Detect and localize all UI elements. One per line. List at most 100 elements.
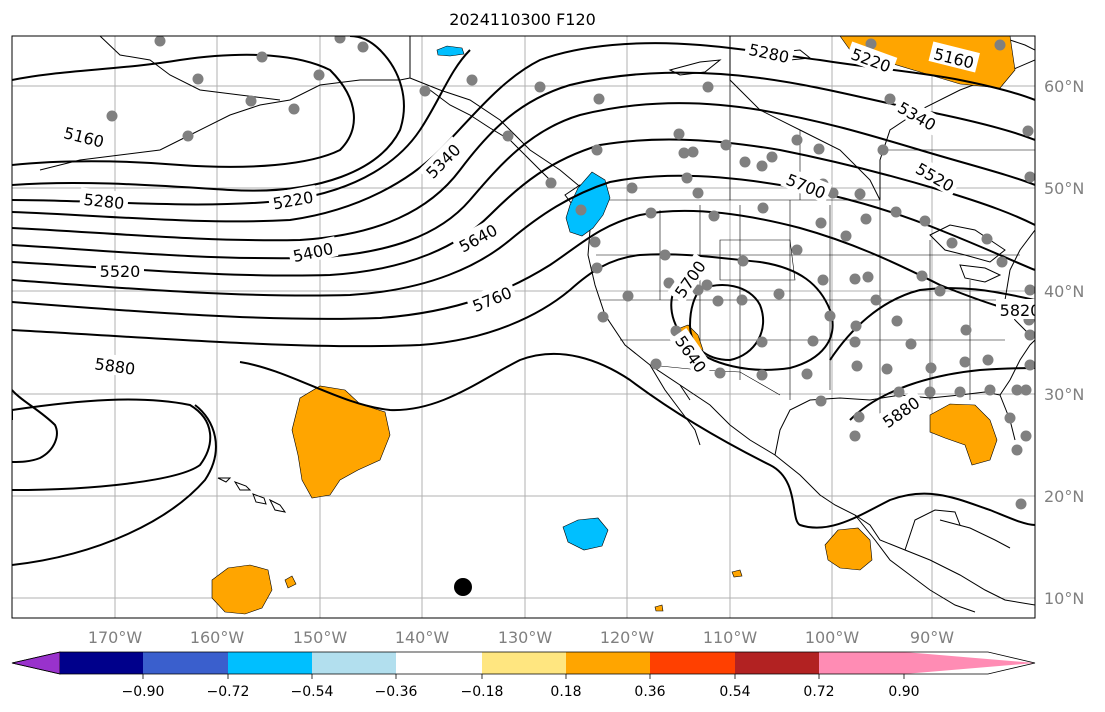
colorbar-segment (735, 652, 819, 674)
location-marker (454, 578, 472, 596)
latitude-labels: 10°N 20°N 30°N 40°N 50°N 60°N (1044, 77, 1084, 608)
station-dot (1024, 329, 1035, 341)
latitude-label: 50°N (1044, 179, 1084, 198)
station-dot (801, 368, 813, 380)
station-dot (663, 277, 675, 289)
anomaly-fills (211, 36, 1016, 615)
station-dot (687, 146, 699, 158)
station-dot (960, 324, 972, 336)
positive-anomaly-region (731, 569, 743, 578)
station-dot (736, 294, 748, 306)
station-dot (919, 215, 931, 227)
longitude-labels: 170°W 160°W 150°W 140°W 130°W 120°W 110°W 100°W… (88, 628, 954, 647)
colorbar-tick-label: 0.54 (719, 684, 750, 700)
station-dot (182, 130, 194, 142)
colorbar-segment (482, 652, 566, 674)
colorbar-tick-label: −0.54 (291, 684, 334, 700)
map-frame (11, 35, 1036, 619)
station-dot (996, 256, 1008, 268)
station-dot (817, 274, 829, 286)
station-dot (714, 367, 726, 379)
station-dot (154, 36, 166, 47)
negative-anomaly-region (562, 517, 609, 551)
station-dot (884, 93, 896, 105)
station-dot (849, 273, 861, 285)
station-dot (712, 295, 724, 307)
station-dot (982, 354, 994, 366)
station-dot (256, 51, 268, 63)
latitude-label: 10°N (1044, 589, 1084, 608)
station-dot (545, 177, 557, 189)
station-dot (534, 81, 546, 93)
latitude-label: 40°N (1044, 282, 1084, 301)
station-dot (905, 338, 917, 350)
contour-label: 5520 (96, 260, 144, 281)
station-dot (853, 411, 865, 423)
station-dot (466, 74, 478, 86)
longitude-label: 150°W (293, 628, 348, 647)
station-dot (1020, 430, 1032, 442)
colorbar-tick-label: −0.36 (375, 684, 418, 700)
station-dot (934, 285, 946, 297)
station-dot (720, 139, 732, 151)
map-title: 2024110300 F120 (449, 10, 596, 29)
station-dot (678, 147, 690, 159)
contour-label-text: 5280 (83, 190, 125, 213)
station-dot (850, 320, 862, 332)
positive-anomaly-region (211, 564, 273, 615)
station-dot (916, 270, 928, 282)
station-dot (681, 172, 693, 184)
station-dot (708, 210, 720, 222)
colorbar-segment (312, 652, 396, 674)
station-dot (106, 110, 118, 122)
station-dot (891, 315, 903, 327)
station-dot (791, 244, 803, 256)
station-dot (419, 85, 431, 97)
colorbar-segment (396, 652, 482, 674)
station-dot (650, 358, 662, 370)
station-dot (589, 236, 601, 248)
colorbar-tick-label: 0.36 (634, 684, 665, 700)
station-dot (739, 156, 751, 168)
station-dot (593, 93, 605, 105)
station-dot (877, 144, 889, 156)
colorbar-segment (60, 652, 143, 674)
longitude-label: 140°W (395, 628, 450, 647)
latitude-label: 30°N (1044, 385, 1084, 404)
longitude-label: 130°W (498, 628, 553, 647)
station-dot (813, 143, 825, 155)
station-dot (1024, 171, 1035, 183)
colorbar-segment (650, 652, 735, 674)
colorbar-extend-min (11, 651, 61, 675)
station-dot (954, 386, 966, 398)
colorbar-tick-label: −0.90 (122, 684, 165, 700)
station-dot (1011, 384, 1023, 396)
station-dot (994, 39, 1006, 51)
station-dot (851, 360, 863, 372)
station-dot (865, 38, 877, 50)
station-dot (756, 160, 768, 172)
station-dot (959, 356, 971, 368)
station-dot (288, 103, 300, 115)
station-dot (881, 363, 893, 375)
station-dot (849, 336, 861, 348)
station-dot (870, 294, 882, 306)
station-dot (824, 310, 836, 322)
station-dot (766, 151, 778, 163)
station-dot (1011, 444, 1023, 456)
longitude-label: 170°W (88, 628, 143, 647)
colorbar-tick-label: −0.72 (207, 684, 250, 700)
station-dot (827, 187, 839, 199)
station-dot (701, 279, 713, 291)
colorbar-tick-label: 0.72 (803, 684, 834, 700)
station-dot (756, 369, 768, 381)
station-dot (702, 81, 714, 93)
latitude-label: 60°N (1044, 77, 1084, 96)
longitude-label: 90°W (910, 628, 954, 647)
station-dot (791, 134, 803, 146)
station-dot (357, 41, 369, 53)
station-dot (981, 233, 993, 245)
station-dot (849, 430, 861, 442)
map-area (12, 36, 1035, 618)
